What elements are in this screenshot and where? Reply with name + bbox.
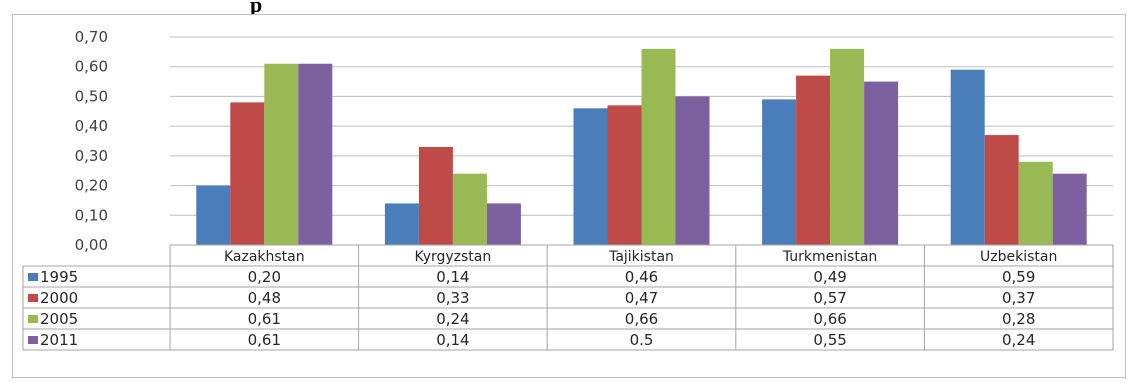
data-cell: 0,66: [625, 310, 658, 328]
data-cell: 0,55: [813, 331, 846, 349]
bar: [230, 102, 265, 245]
legend-label: 2000: [40, 289, 78, 307]
y-tick-label: 0,70: [75, 28, 108, 46]
y-tick-label: 0,30: [75, 147, 108, 165]
data-cell: 0,48: [248, 289, 281, 307]
bar: [950, 69, 985, 245]
bars: [196, 48, 1087, 246]
bar: [196, 185, 231, 245]
data-cell: 0,49: [813, 268, 846, 286]
bar: [762, 99, 797, 246]
data-cell: 0,24: [1002, 331, 1035, 349]
legend-label: 2011: [40, 331, 78, 349]
category-label: Turkmenistan: [782, 249, 877, 265]
legend-swatch: [28, 336, 38, 344]
data-cell: 0,47: [625, 289, 658, 307]
bar: [264, 63, 299, 245]
data-cell: 0,46: [625, 268, 658, 286]
page-header-fragment: p: [250, 0, 263, 14]
bar: [675, 96, 710, 245]
y-tick-label: 0,40: [75, 117, 108, 135]
bar: [984, 135, 1019, 245]
category-label: Uzbekistan: [980, 249, 1057, 265]
legend-swatch: [28, 315, 38, 323]
category-label: Kazakhstan: [224, 249, 305, 265]
legend-swatch: [28, 294, 38, 302]
y-tick-label: 0,50: [75, 87, 108, 105]
data-cell: 0,66: [813, 310, 846, 328]
y-tick-label: 0,10: [75, 206, 108, 224]
data-cell: 0,20: [248, 268, 281, 286]
bar: [418, 146, 453, 245]
y-tick-label: 0,20: [75, 177, 108, 195]
bar: [1018, 161, 1053, 245]
data-cell: 0,24: [436, 310, 469, 328]
bar: [384, 203, 419, 245]
bar: [864, 81, 899, 245]
legend-label: 1995: [40, 268, 78, 286]
bar: [830, 48, 865, 246]
bar: [452, 173, 487, 245]
legend-swatch: [28, 273, 38, 281]
bar: [486, 203, 521, 245]
category-label: Tajikistan: [608, 249, 674, 265]
bar: [607, 105, 642, 245]
data-cell: 0,28: [1002, 310, 1035, 328]
chart-frame: 0,00 0,10 0,20 0,30 0,40 0,50 0,60 0,70 Kazakhs…: [12, 14, 1126, 378]
bar-chart: 0,00 0,10 0,20 0,30 0,40 0,50 0,60 0,70 Kazakhs…: [22, 28, 1114, 351]
y-tick-label: 0,60: [75, 58, 108, 76]
bar: [641, 48, 676, 246]
bar: [573, 108, 608, 245]
data-cell: 0,14: [436, 268, 469, 286]
bar: [298, 63, 333, 245]
y-axis-tick-labels: 0,00 0,10 0,20 0,30 0,40 0,50 0,60 0,70: [75, 28, 108, 254]
y-tick-label: 0,00: [75, 236, 108, 254]
data-cell: 0.5: [630, 331, 654, 349]
legend-label: 2005: [40, 310, 78, 328]
data-table: Kazakhstan Kyrgyzstan Tajikistan Turkmenist…: [22, 244, 1114, 351]
bar: [796, 75, 831, 245]
bar: [1052, 173, 1087, 245]
data-cell: 0,61: [248, 331, 281, 349]
category-label: Kyrgyzstan: [415, 249, 492, 265]
data-cell: 0,59: [1002, 268, 1035, 286]
data-cell: 0,37: [1002, 289, 1035, 307]
data-cell: 0,14: [436, 331, 469, 349]
data-cell: 0,57: [813, 289, 846, 307]
data-cell: 0,61: [248, 310, 281, 328]
data-cell: 0,33: [436, 289, 469, 307]
